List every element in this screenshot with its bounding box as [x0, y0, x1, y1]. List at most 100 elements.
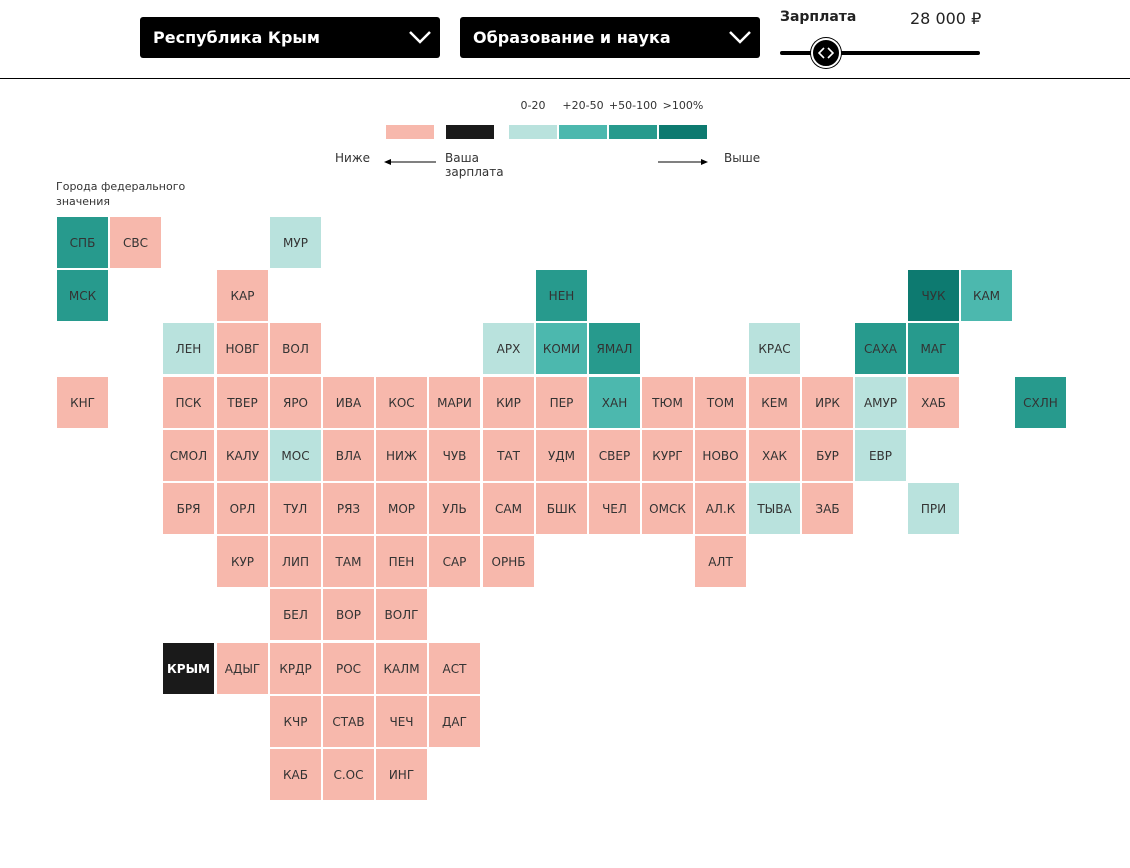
salary-slider-track[interactable] [780, 51, 980, 55]
region-tile-тат[interactable]: ТАТ [483, 430, 534, 481]
region-tile-лен[interactable]: ЛЕН [163, 323, 214, 374]
region-tile-кчр[interactable]: КЧР [270, 696, 321, 747]
region-tile-алк[interactable]: АЛ.К [695, 483, 746, 534]
region-tile-лип[interactable]: ЛИП [270, 536, 321, 587]
arrow-left-icon [384, 159, 436, 165]
region-tile-кнг[interactable]: КНГ [57, 377, 108, 428]
chevron-down-icon [729, 31, 751, 44]
region-tile-омск[interactable]: ОМСК [642, 483, 693, 534]
region-tile-хаб[interactable]: ХАБ [908, 377, 959, 428]
region-tile-бря[interactable]: БРЯ [163, 483, 214, 534]
region-tile-заб[interactable]: ЗАБ [802, 483, 853, 534]
region-tile-орл[interactable]: ОРЛ [217, 483, 268, 534]
region-tile-ямал[interactable]: ЯМАЛ [589, 323, 640, 374]
region-tile-новг[interactable]: НОВГ [217, 323, 268, 374]
region-tile-чеч[interactable]: ЧЕЧ [376, 696, 427, 747]
region-tile-нен[interactable]: НЕН [536, 270, 587, 321]
region-tile-рос[interactable]: РОС [323, 643, 374, 694]
region-tile-схлн[interactable]: СХЛН [1015, 377, 1066, 428]
region-tile-кир[interactable]: КИР [483, 377, 534, 428]
region-tile-мур[interactable]: МУР [270, 217, 321, 268]
region-tile-волг[interactable]: ВОЛГ [376, 589, 427, 640]
arrow-right-icon [658, 159, 708, 165]
region-tile-бшк[interactable]: БШК [536, 483, 587, 534]
region-tile-мари[interactable]: МАРИ [429, 377, 480, 428]
region-tile-твер[interactable]: ТВЕР [217, 377, 268, 428]
region-dropdown[interactable]: Республика Крым [140, 17, 440, 58]
legend-swatch-your-salary [446, 125, 494, 139]
region-tile-став[interactable]: СТАВ [323, 696, 374, 747]
region-tile-каб[interactable]: КАБ [270, 749, 321, 800]
region-tile-аст[interactable]: АСТ [429, 643, 480, 694]
region-tile-крас[interactable]: КРАС [749, 323, 800, 374]
region-tile-сам[interactable]: САМ [483, 483, 534, 534]
region-dropdown-value: Республика Крым [153, 28, 320, 47]
region-tile-евр[interactable]: ЕВР [855, 430, 906, 481]
region-tile-бур[interactable]: БУР [802, 430, 853, 481]
region-tile-чув[interactable]: ЧУВ [429, 430, 480, 481]
region-tile-при[interactable]: ПРИ [908, 483, 959, 534]
region-tile-коми[interactable]: КОМИ [536, 323, 587, 374]
region-tile-тул[interactable]: ТУЛ [270, 483, 321, 534]
region-tile-свер[interactable]: СВЕР [589, 430, 640, 481]
region-tile-крым[interactable]: КРЫМ [163, 643, 214, 694]
region-tile-кем[interactable]: КЕМ [749, 377, 800, 428]
region-tile-кург[interactable]: КУРГ [642, 430, 693, 481]
region-tile-кар[interactable]: КАР [217, 270, 268, 321]
region-tile-вол[interactable]: ВОЛ [270, 323, 321, 374]
region-tile-вла[interactable]: ВЛА [323, 430, 374, 481]
region-tile-яро[interactable]: ЯРО [270, 377, 321, 428]
region-tile-чел[interactable]: ЧЕЛ [589, 483, 640, 534]
region-tile-калу[interactable]: КАЛУ [217, 430, 268, 481]
region-tile-мос[interactable]: МОС [270, 430, 321, 481]
region-tile-сар[interactable]: САР [429, 536, 480, 587]
region-tile-тыва[interactable]: ТЫВА [749, 483, 800, 534]
region-tile-уль[interactable]: УЛЬ [429, 483, 480, 534]
region-tile-мск[interactable]: МСК [57, 270, 108, 321]
region-tile-хак[interactable]: ХАК [749, 430, 800, 481]
region-tile-адыг[interactable]: АДЫГ [217, 643, 268, 694]
region-tile-бел[interactable]: БЕЛ [270, 589, 321, 640]
region-tile-мор[interactable]: МОР [376, 483, 427, 534]
region-tile-амур[interactable]: АМУР [855, 377, 906, 428]
region-tile-арх[interactable]: АРХ [483, 323, 534, 374]
region-tile-маг[interactable]: МАГ [908, 323, 959, 374]
region-tile-даг[interactable]: ДАГ [429, 696, 480, 747]
region-tile-свс[interactable]: СВС [110, 217, 161, 268]
region-tile-чук[interactable]: ЧУК [908, 270, 959, 321]
region-tile-ниж[interactable]: НИЖ [376, 430, 427, 481]
region-tile-кур[interactable]: КУР [217, 536, 268, 587]
region-tile-калм[interactable]: КАЛМ [376, 643, 427, 694]
region-tile-крдр[interactable]: КРДР [270, 643, 321, 694]
region-tile-спб[interactable]: СПБ [57, 217, 108, 268]
region-tile-удм[interactable]: УДМ [536, 430, 587, 481]
region-tile-ново[interactable]: НОВО [695, 430, 746, 481]
legend-swatch-20-50 [559, 125, 607, 139]
legend-range-100-plus: >100% [662, 99, 704, 112]
region-tile-сос[interactable]: С.ОС [323, 749, 374, 800]
region-tile-пен[interactable]: ПЕН [376, 536, 427, 587]
region-tile-пер[interactable]: ПЕР [536, 377, 587, 428]
salary-value: 28 000 ₽ [910, 9, 982, 28]
region-tile-там[interactable]: ТАМ [323, 536, 374, 587]
region-tile-кам[interactable]: КАМ [961, 270, 1012, 321]
region-tile-смол[interactable]: СМОЛ [163, 430, 214, 481]
salary-slider-handle[interactable] [811, 38, 841, 68]
region-tile-кос[interactable]: КОС [376, 377, 427, 428]
region-tile-хан[interactable]: ХАН [589, 377, 640, 428]
region-tile-ива[interactable]: ИВА [323, 377, 374, 428]
region-tile-том[interactable]: ТОМ [695, 377, 746, 428]
legend-lower-label: Ниже [335, 151, 371, 165]
sector-dropdown[interactable]: Образование и наука [460, 17, 760, 58]
region-tile-ряз[interactable]: РЯЗ [323, 483, 374, 534]
region-tile-тюм[interactable]: ТЮМ [642, 377, 693, 428]
region-tile-ирк[interactable]: ИРК [802, 377, 853, 428]
legend-swatch-0-20 [509, 125, 557, 139]
region-tile-орнб[interactable]: ОРНБ [483, 536, 534, 587]
region-tile-вор[interactable]: ВОР [323, 589, 374, 640]
region-tile-алт[interactable]: АЛТ [695, 536, 746, 587]
region-tile-саха[interactable]: САХА [855, 323, 906, 374]
chevron-down-icon [409, 31, 431, 44]
region-tile-инг[interactable]: ИНГ [376, 749, 427, 800]
region-tile-пск[interactable]: ПСК [163, 377, 214, 428]
